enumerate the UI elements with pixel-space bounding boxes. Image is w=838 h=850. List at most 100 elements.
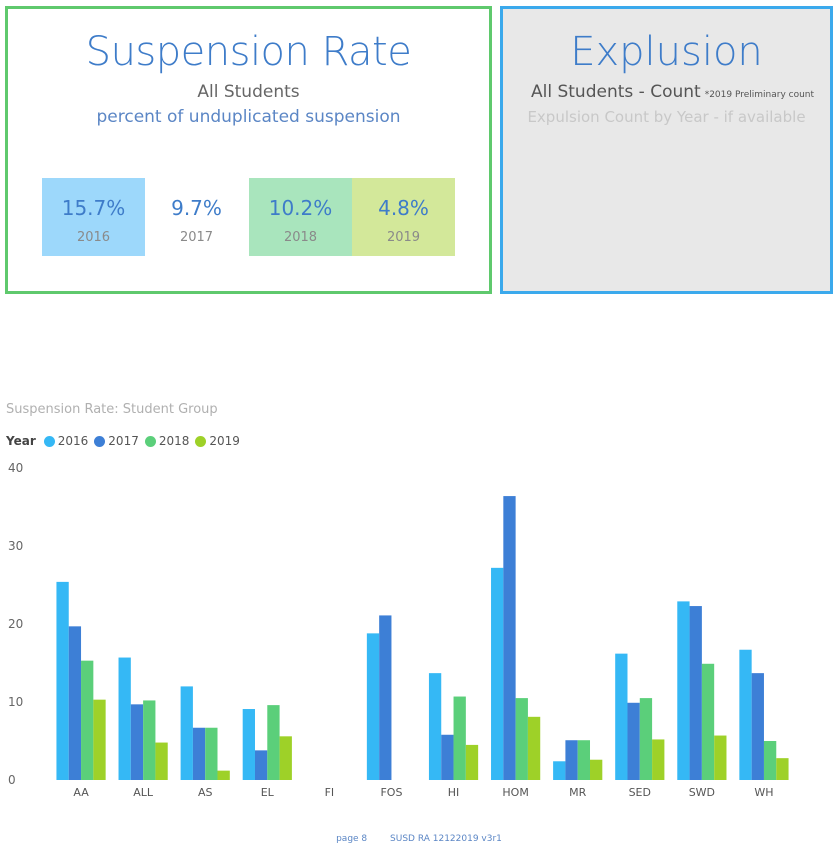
x-tick-label: MR: [569, 786, 586, 799]
x-tick-label: SWD: [689, 786, 715, 799]
bar-sed-2016[interactable]: [615, 653, 628, 780]
bar-el-2017[interactable]: [254, 750, 268, 780]
footer-document-id: SUSD RA 12122019 v3r1: [390, 834, 502, 844]
y-tick-label: 20: [8, 617, 23, 631]
expulsion-card: Explusion All Students - Count *2019 Prel…: [500, 6, 833, 294]
tile-value: 4.8%: [378, 196, 429, 220]
tile-year: 2017: [179, 230, 214, 245]
bar-all-2019[interactable]: [155, 742, 168, 780]
y-tick-label: 10: [8, 695, 23, 709]
x-tick-label: AA: [73, 786, 89, 799]
suspension-tile-2019: 4.8% 2019: [352, 178, 455, 256]
suspension-tile-2016: 15.7% 2016: [42, 178, 145, 256]
chart-title: Suspension Rate: Student Group: [6, 402, 218, 417]
y-tick-label: 0: [8, 773, 16, 787]
suspension-bar-chart: 0 10 20 30 40 AA ALL AS EL FI FOS HI HOM MR SED SWD WH: [8, 461, 789, 799]
bar-wh-2019[interactable]: [776, 758, 789, 780]
bar-wh-2017[interactable]: [751, 673, 764, 780]
bar-as-2018[interactable]: [205, 727, 218, 780]
suspension-tile-2017: 9.7% 2017: [145, 178, 248, 256]
bar-el-2016[interactable]: [242, 709, 255, 780]
bar-aa-2017[interactable]: [68, 626, 82, 780]
bar-hom-2018[interactable]: [515, 698, 528, 780]
legend-label: 2019: [209, 434, 240, 448]
y-tick-label: 30: [8, 539, 23, 553]
legend-title: Year: [6, 434, 36, 448]
bar-hi-2017[interactable]: [441, 734, 454, 780]
legend-item-2019[interactable]: 2019: [195, 434, 240, 448]
bar-hi-2018[interactable]: [453, 696, 466, 780]
bar-aa-2016[interactable]: [56, 581, 69, 780]
bar-sed-2019[interactable]: [652, 739, 665, 780]
bar-all-2018[interactable]: [143, 700, 156, 780]
tile-year: 2016: [76, 230, 111, 245]
x-tick-label: EL: [261, 786, 275, 799]
x-tick-label: HI: [448, 786, 460, 799]
legend-label: 2017: [108, 434, 139, 448]
suspension-subtitle-description: percent of unduplicated suspension: [96, 107, 401, 127]
legend-marker: [94, 435, 106, 447]
legend-item-2017[interactable]: 2017: [94, 434, 139, 448]
bar-mr-2018[interactable]: [577, 740, 591, 780]
bar-all-2016[interactable]: [118, 657, 131, 780]
bar-as-2016[interactable]: [180, 686, 193, 780]
bar-mr-2017[interactable]: [565, 740, 578, 780]
bar-as-2017[interactable]: [192, 727, 206, 780]
x-tick-label: HOM: [502, 786, 528, 799]
expulsion-subtitle-label: All Students - Count: [531, 82, 701, 102]
bar-el-2018[interactable]: [267, 705, 280, 780]
legend-marker: [43, 435, 55, 447]
expulsion-title: Explusion: [570, 29, 763, 75]
x-tick-label: FI: [325, 786, 335, 799]
bar-wh-2018[interactable]: [763, 741, 777, 780]
x-tick-label: AS: [198, 786, 213, 799]
tile-value: 10.2%: [268, 196, 333, 220]
x-tick-label: SED: [629, 786, 651, 799]
legend-marker: [195, 435, 207, 447]
x-tick-label: FOS: [380, 786, 402, 799]
legend-label: 2016: [57, 434, 89, 448]
expulsion-subtitle-count: All Students - Count *2019 Preliminary co…: [531, 82, 814, 102]
bar-fos-2016[interactable]: [366, 633, 380, 780]
bar-swd-2018[interactable]: [701, 663, 715, 780]
bar-el-2019[interactable]: [279, 736, 292, 780]
bar-wh-2016[interactable]: [739, 649, 752, 780]
footer-page-number: page 8: [336, 834, 368, 844]
suspension-rate-card: Suspension Rate All Students percent of …: [5, 6, 492, 294]
legend-item-2016[interactable]: 2016: [43, 434, 89, 448]
tile-year: 2019: [386, 230, 421, 245]
bar-swd-2016[interactable]: [677, 601, 690, 780]
legend-label: 2018: [158, 434, 190, 448]
tile-value: 9.7%: [171, 196, 222, 220]
bar-swd-2019[interactable]: [714, 735, 727, 780]
y-tick-label: 40: [8, 461, 23, 475]
bar-hom-2019[interactable]: [527, 716, 541, 780]
bar-swd-2017[interactable]: [689, 606, 702, 780]
bar-mr-2016[interactable]: [553, 761, 566, 780]
page-footer: page 8 SUSD RA 12122019 v3r1: [0, 834, 838, 844]
tile-value: 15.7%: [61, 196, 126, 220]
legend-item-2018[interactable]: 2018: [144, 434, 190, 448]
suspension-subtitle-all-students: All Students: [197, 82, 300, 102]
x-tick-label: WH: [754, 786, 773, 799]
bar-hom-2017[interactable]: [503, 496, 516, 780]
x-tick-label: ALL: [133, 786, 154, 799]
expulsion-subtitle-description: Expulsion Count by Year - if available: [527, 108, 806, 126]
chart-legend: Year 2016 2017 2018 2019: [6, 434, 246, 448]
bar-aa-2019[interactable]: [93, 699, 106, 780]
bar-aa-2018[interactable]: [81, 660, 94, 780]
suspension-rate-title: Suspension Rate: [85, 29, 412, 75]
bar-hi-2019[interactable]: [465, 744, 479, 780]
tile-year: 2018: [283, 230, 318, 245]
bar-all-2017[interactable]: [130, 704, 144, 780]
bar-mr-2019[interactable]: [590, 759, 603, 780]
bar-sed-2017[interactable]: [627, 702, 640, 780]
bar-sed-2018[interactable]: [639, 698, 653, 780]
bar-fos-2017[interactable]: [379, 615, 392, 780]
legend-marker: [144, 435, 156, 447]
expulsion-preliminary-note: *2019 Preliminary count: [704, 90, 815, 100]
suspension-tile-2018: 10.2% 2018: [249, 178, 352, 256]
bar-as-2019[interactable]: [217, 770, 230, 780]
bar-hi-2016[interactable]: [428, 673, 442, 780]
bar-hom-2016[interactable]: [491, 567, 504, 780]
